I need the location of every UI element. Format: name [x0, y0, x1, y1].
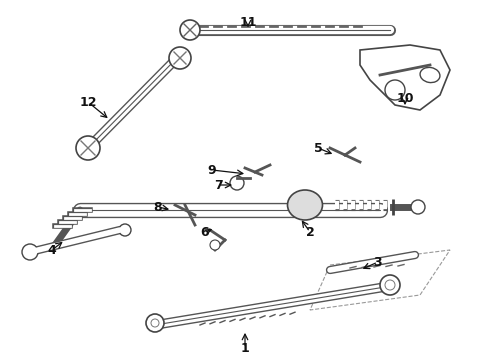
- Text: 7: 7: [214, 179, 222, 192]
- Circle shape: [169, 47, 191, 69]
- Text: 10: 10: [396, 91, 414, 104]
- Circle shape: [230, 176, 244, 190]
- Ellipse shape: [420, 67, 440, 82]
- Circle shape: [76, 136, 100, 160]
- Circle shape: [180, 20, 200, 40]
- Text: 3: 3: [374, 256, 382, 269]
- Circle shape: [146, 314, 164, 332]
- Text: 6: 6: [201, 225, 209, 239]
- Circle shape: [380, 275, 400, 295]
- Circle shape: [210, 240, 220, 250]
- Text: 11: 11: [239, 15, 257, 28]
- Text: 9: 9: [208, 163, 216, 176]
- Circle shape: [119, 224, 131, 236]
- Ellipse shape: [288, 190, 322, 220]
- Text: 1: 1: [241, 342, 249, 355]
- Text: 12: 12: [79, 95, 97, 108]
- Circle shape: [22, 244, 38, 260]
- Text: 5: 5: [314, 141, 322, 154]
- Text: 2: 2: [306, 225, 315, 239]
- Circle shape: [411, 200, 425, 214]
- Text: 4: 4: [48, 243, 56, 256]
- Text: 8: 8: [154, 201, 162, 213]
- Circle shape: [385, 80, 405, 100]
